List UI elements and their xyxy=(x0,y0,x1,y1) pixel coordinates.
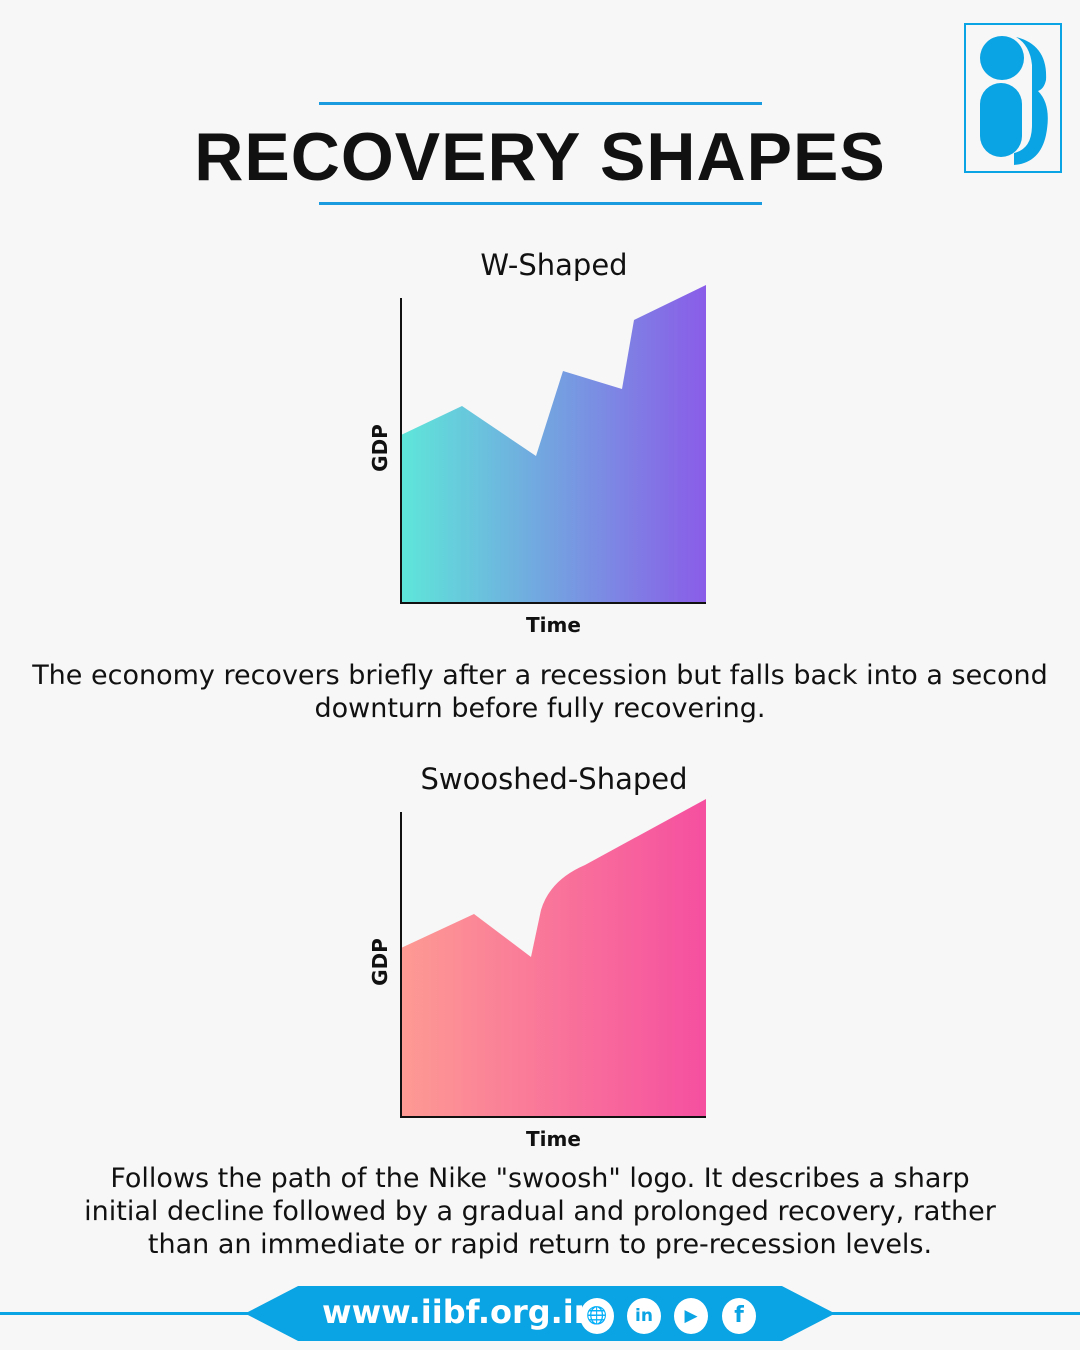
w-shape-area xyxy=(401,285,706,603)
swoosh-chart-title: Swooshed-Shaped xyxy=(420,762,688,796)
youtube-icon[interactable]: ▶ xyxy=(674,1298,708,1334)
page-title: RECOVERY SHAPES xyxy=(194,119,886,195)
facebook-icon[interactable]: f xyxy=(722,1298,756,1334)
w-chart-description: The economy recovers briefly after a rec… xyxy=(32,660,1048,724)
footer-line-left xyxy=(0,1312,250,1315)
swoosh-shape-area xyxy=(401,799,706,1117)
w-chart-xlabel: Time xyxy=(526,613,581,637)
swoosh-chart-axes xyxy=(400,812,706,1118)
swoosh-chart-description: Follows the path of the Nike "swoosh" lo… xyxy=(84,1163,996,1260)
w-chart-axes xyxy=(400,298,706,604)
logo-mark-icon xyxy=(980,36,1048,165)
iibf-logo xyxy=(964,23,1062,173)
swoosh-chart-xlabel: Time xyxy=(526,1127,581,1151)
w-chart-title: W-Shaped xyxy=(480,248,628,282)
title-rule-top xyxy=(319,102,762,105)
footer-line-right xyxy=(830,1312,1080,1315)
linkedin-icon[interactable]: in xyxy=(627,1298,661,1334)
website-link[interactable]: www.iibf.org.in xyxy=(322,1293,597,1331)
title-rule-bottom xyxy=(319,202,762,205)
globe-icon[interactable]: 🌐 xyxy=(580,1298,614,1334)
